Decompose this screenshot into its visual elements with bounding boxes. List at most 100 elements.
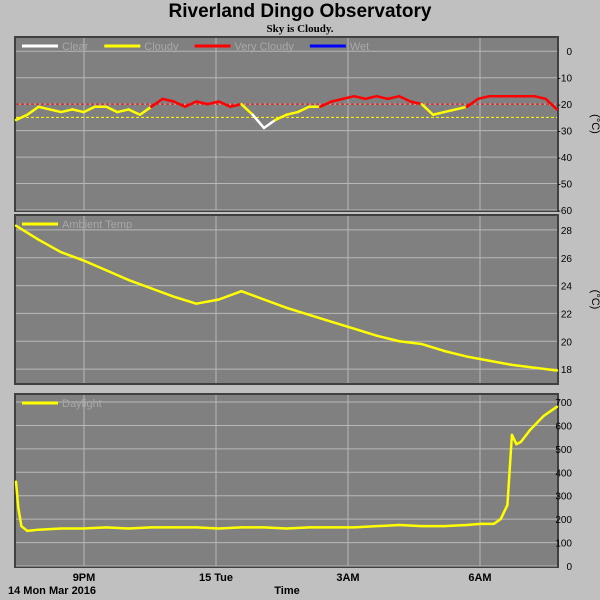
- data-point: [307, 526, 311, 529]
- y-tick-label: 200: [555, 515, 572, 526]
- data-point: [555, 369, 559, 372]
- legend-label: Clear: [62, 41, 89, 53]
- series-segment: [71, 108, 85, 114]
- data-point: [479, 522, 482, 526]
- data-point: [375, 334, 378, 337]
- data-point: [420, 342, 423, 346]
- series-segment: [206, 100, 221, 106]
- series-segment: [364, 94, 378, 101]
- series-segment: [420, 102, 435, 116]
- x-tick-label: 3AM: [336, 572, 359, 584]
- data-point: [488, 359, 491, 362]
- data-point: [172, 526, 175, 529]
- y-tick-label: 0: [566, 47, 572, 58]
- series-segment: [195, 100, 209, 106]
- data-point: [515, 442, 518, 446]
- series-segment: [431, 110, 446, 116]
- series-segment: [386, 94, 401, 101]
- series-segment: [82, 105, 97, 114]
- data-point: [14, 480, 18, 483]
- sky-status-subtitle: Sky is Cloudy.: [266, 23, 334, 35]
- data-point: [465, 523, 469, 527]
- data-point: [17, 506, 20, 509]
- data-point: [195, 526, 198, 529]
- data-point: [533, 366, 536, 369]
- y-tick-label: 100: [555, 539, 572, 550]
- y-unit-label: (°C): [589, 114, 600, 134]
- data-point: [104, 269, 108, 272]
- series-segment: [138, 105, 153, 116]
- data-point: [26, 529, 29, 533]
- data-point: [82, 527, 85, 530]
- series-segment: [465, 97, 480, 109]
- plot-area: [16, 216, 557, 383]
- series-segment: [217, 100, 232, 109]
- series-segment: [341, 94, 356, 101]
- data-point: [307, 313, 311, 317]
- series-segment: [476, 94, 491, 101]
- data-point: [59, 250, 63, 254]
- data-point: [59, 527, 63, 530]
- chart-panel-3: 700 600 500 400 300 200 100 0 Daylight: [14, 393, 572, 573]
- series-segment: [533, 94, 547, 101]
- data-point: [330, 320, 333, 323]
- plot-area: [16, 38, 557, 210]
- data-point: [285, 306, 288, 310]
- y-tick-label: -50: [558, 180, 573, 191]
- y-tick-label: 300: [555, 492, 572, 503]
- data-point: [150, 526, 153, 529]
- data-point: [285, 527, 288, 530]
- series-segment: [454, 105, 469, 111]
- data-point: [443, 524, 446, 528]
- series-segment: [240, 102, 254, 116]
- chart-panel-1: 0 -10 -20 -30 -40 -50 -60 (°C) Clear Cloudy Very C…: [14, 36, 600, 217]
- y-tick-label: 0: [566, 562, 572, 573]
- data-point: [127, 278, 130, 282]
- y-tick-label: 500: [555, 445, 572, 456]
- data-point: [262, 298, 266, 301]
- y-tick-label: 600: [555, 421, 572, 432]
- series-segment: [544, 97, 559, 111]
- data-point: [20, 524, 23, 528]
- data-point: [150, 287, 153, 290]
- y-tick-label: 22: [561, 309, 573, 320]
- data-point: [330, 526, 333, 529]
- series-segment: [183, 100, 198, 109]
- data-point: [555, 405, 559, 408]
- series-segment: [172, 100, 187, 109]
- series-segment: [228, 102, 243, 109]
- series-segment: [397, 94, 412, 103]
- chart-panel-2: 28 26 24 22 20 18 (°C) Ambient Temp: [14, 214, 600, 385]
- series-segment: [127, 108, 142, 116]
- legend-label: Cloudy: [144, 41, 179, 53]
- data-point: [420, 524, 423, 528]
- series-segment: [262, 118, 277, 130]
- series-segment: [48, 108, 63, 114]
- series-line: [14, 405, 558, 533]
- data-point: [443, 349, 446, 353]
- data-point: [217, 298, 221, 301]
- data-point: [375, 524, 378, 528]
- data-point: [127, 527, 130, 530]
- data-point: [240, 289, 243, 293]
- series-segment: [330, 97, 345, 103]
- series-segment: [273, 113, 288, 122]
- data-point: [172, 295, 175, 298]
- y-unit-label: (°C): [589, 290, 600, 310]
- x-tick-label: 6AM: [468, 572, 491, 584]
- series-segment: [14, 113, 29, 122]
- y-tick-label: -10: [558, 74, 573, 85]
- data-point: [195, 302, 198, 305]
- data-point: [510, 363, 514, 367]
- data-point: [542, 414, 545, 418]
- series-segment: [116, 108, 130, 114]
- x-tick-label: 15 Tue: [199, 572, 233, 584]
- data-point: [82, 259, 85, 262]
- y-tick-label: 28: [561, 226, 573, 237]
- x-tick-label: 9PM: [73, 572, 96, 584]
- series-segment: [352, 94, 367, 101]
- data-point: [398, 340, 401, 343]
- series-segment: [296, 105, 311, 114]
- series-segment: [161, 97, 176, 103]
